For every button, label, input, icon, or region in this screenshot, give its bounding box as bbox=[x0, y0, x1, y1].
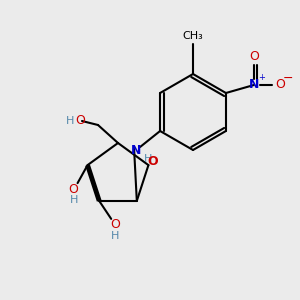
Text: N: N bbox=[131, 145, 141, 158]
Text: O: O bbox=[147, 154, 158, 168]
Text: H: H bbox=[111, 231, 119, 241]
Text: −: − bbox=[283, 71, 293, 85]
Text: CH₃: CH₃ bbox=[183, 31, 203, 41]
Text: O: O bbox=[275, 79, 285, 92]
Text: O: O bbox=[110, 218, 120, 231]
Text: +: + bbox=[259, 74, 265, 82]
Text: H: H bbox=[144, 154, 152, 164]
Text: H: H bbox=[69, 195, 78, 205]
Text: O: O bbox=[249, 50, 259, 64]
Text: H: H bbox=[66, 116, 74, 126]
Text: O: O bbox=[69, 183, 79, 196]
Text: O: O bbox=[75, 115, 85, 128]
Text: N: N bbox=[249, 79, 259, 92]
